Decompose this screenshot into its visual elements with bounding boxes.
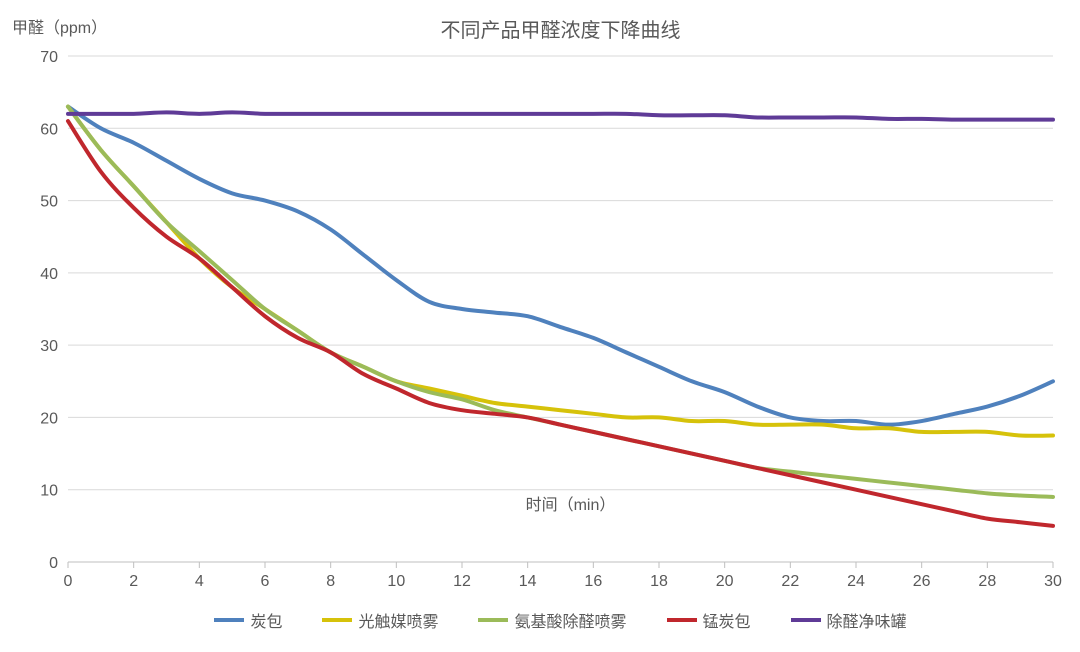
svg-text:22: 22 — [781, 573, 799, 590]
legend-label-1: 光触媒喷雾 — [358, 608, 438, 632]
legend-label-4: 除醛净味罐 — [827, 608, 907, 632]
legend-label-3: 锰炭包 — [703, 608, 751, 632]
svg-text:0: 0 — [49, 555, 58, 572]
legend-item-2: 氨基酸除醛喷雾 — [478, 608, 626, 632]
chart-svg: 0102030405060700246810121416182022242628… — [0, 0, 1080, 652]
svg-text:30: 30 — [40, 338, 58, 355]
legend-swatch-4 — [791, 618, 821, 622]
svg-text:20: 20 — [716, 573, 734, 590]
svg-text:40: 40 — [40, 266, 58, 283]
svg-text:2: 2 — [129, 573, 138, 590]
svg-text:60: 60 — [40, 121, 58, 138]
series-line-3 — [68, 121, 1053, 526]
svg-text:50: 50 — [40, 194, 58, 211]
series-line-4 — [68, 112, 1053, 119]
legend: 炭包 光触媒喷雾 氨基酸除醛喷雾 锰炭包 除醛净味罐 — [68, 608, 1053, 632]
svg-text:10: 10 — [40, 483, 58, 500]
chart-container: 甲醛（ppm） 不同产品甲醛浓度下降曲线 0102030405060700246… — [0, 0, 1080, 652]
legend-swatch-3 — [667, 618, 697, 622]
legend-swatch-0 — [214, 618, 244, 622]
legend-label-0: 炭包 — [250, 608, 282, 632]
svg-text:16: 16 — [584, 573, 602, 590]
axes — [68, 562, 1053, 568]
svg-text:12: 12 — [453, 573, 471, 590]
svg-text:8: 8 — [326, 573, 335, 590]
svg-text:14: 14 — [519, 573, 537, 590]
series-line-2 — [68, 107, 1053, 497]
legend-label-2: 氨基酸除醛喷雾 — [514, 608, 626, 632]
legend-swatch-2 — [478, 618, 508, 622]
series-lines — [68, 107, 1053, 526]
legend-item-1: 光触媒喷雾 — [322, 608, 438, 632]
svg-text:10: 10 — [387, 573, 405, 590]
svg-text:20: 20 — [40, 410, 58, 427]
svg-text:0: 0 — [64, 573, 73, 590]
svg-text:70: 70 — [40, 49, 58, 66]
svg-text:18: 18 — [650, 573, 668, 590]
legend-item-0: 炭包 — [214, 608, 282, 632]
legend-swatch-1 — [322, 618, 352, 622]
svg-text:28: 28 — [978, 573, 996, 590]
svg-text:30: 30 — [1044, 573, 1062, 590]
legend-item-4: 除醛净味罐 — [791, 608, 907, 632]
x-axis-label: 时间（min） — [501, 491, 641, 515]
svg-text:4: 4 — [195, 573, 204, 590]
svg-text:6: 6 — [261, 573, 270, 590]
legend-item-3: 锰炭包 — [667, 608, 751, 632]
svg-text:26: 26 — [913, 573, 931, 590]
svg-text:24: 24 — [847, 573, 865, 590]
